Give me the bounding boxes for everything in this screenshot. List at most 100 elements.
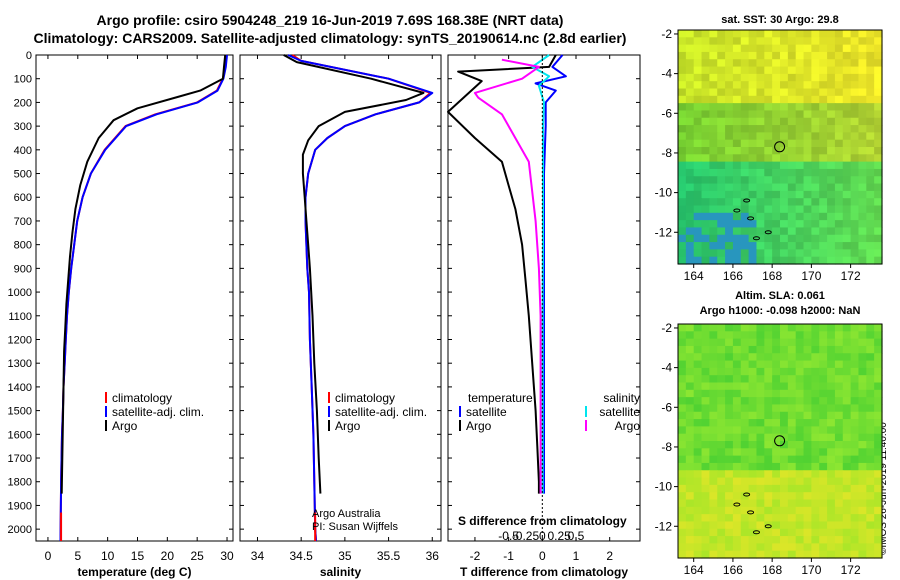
sst-map-cell [725, 183, 734, 192]
sla-map-cell [740, 470, 750, 479]
x-tick-label: 34 [251, 549, 265, 563]
sla-map-cell [756, 411, 765, 420]
sst-map-cell [827, 205, 836, 214]
sst-map-cell [819, 59, 828, 68]
sst-map-cell [803, 125, 812, 133]
sst-map-cell [732, 110, 742, 119]
sla-map-cell [827, 506, 836, 515]
sla-map-cell [725, 419, 734, 427]
sst-map-cell [732, 37, 742, 46]
sla-map-cell [811, 462, 820, 471]
sst-map-cell [827, 81, 836, 90]
sst-map-cell [717, 59, 726, 68]
sla-map-cell [787, 411, 797, 420]
sla-map-cell [803, 324, 812, 332]
sst-map-cell [764, 95, 773, 104]
sst-map-cell [764, 139, 773, 148]
sst-map-cell [787, 117, 797, 126]
sla-map-cell [811, 324, 820, 332]
sla-map-cell [764, 353, 773, 362]
island-outline [733, 502, 741, 507]
sst-map-cell [709, 205, 718, 214]
sla-map-cell [866, 506, 875, 515]
sst-map-cell [701, 139, 710, 148]
sst-map-cell [732, 66, 742, 75]
depth-tick-label: 300 [14, 121, 32, 133]
sla-map-cell [834, 484, 844, 493]
sla-map-cell [842, 331, 852, 340]
island-outline [733, 208, 741, 213]
sla-map-cell [811, 514, 820, 523]
sla-map-cell [842, 419, 852, 427]
sla-map-cell [693, 492, 703, 501]
sla-map-cell [834, 536, 844, 544]
sst-map-cell [685, 132, 695, 141]
sla-map-cell [732, 528, 742, 537]
sla-map-cell [842, 499, 852, 508]
sst-map-cell [858, 234, 867, 243]
sla-map-cell [827, 331, 836, 340]
sst-map-cell [678, 30, 687, 38]
sst-map-cell [685, 249, 695, 258]
sst-map-cell [717, 256, 726, 265]
sst-map-cell [693, 249, 703, 258]
sst-map-cell [787, 73, 797, 82]
series-line-s-argo [473, 58, 542, 494]
sst-map-cell [756, 95, 765, 104]
sla-map-cell [772, 543, 781, 552]
sst-map-cell [756, 103, 765, 112]
sla-map-cell [858, 411, 867, 420]
sst-map-cell [850, 220, 860, 229]
sst-map-cell [803, 73, 812, 82]
sla-map-cell [866, 389, 875, 398]
sst-map-cell [678, 132, 687, 141]
sst-map-cell [678, 242, 687, 250]
sla-map-cell [787, 477, 797, 486]
sla-map-cell [764, 492, 773, 501]
sst-map-cell [693, 88, 703, 97]
sla-map-cell [701, 514, 710, 523]
sla-map-cell [850, 411, 860, 420]
sla-map-cell [834, 455, 844, 464]
sla-map-cell [693, 550, 703, 559]
sst-map-cell [772, 190, 781, 199]
sst-map-cell [866, 30, 875, 38]
sst-map-cell [709, 256, 718, 265]
sla-map-cell [850, 389, 860, 398]
sst-map-cell [772, 117, 781, 126]
sst-map-cell [787, 44, 797, 53]
sst-map-cell [732, 81, 742, 90]
sst-map-cell [693, 190, 703, 199]
sla-map-cell [764, 375, 773, 384]
sst-map-cell [795, 220, 805, 229]
sst-map-cell [787, 139, 797, 148]
sst-map-cell [748, 125, 758, 133]
sst-map-cell [764, 73, 773, 82]
sla-map-cell [772, 455, 781, 464]
sla-map-cell [866, 324, 875, 332]
series-line-s-satellite [531, 54, 551, 494]
sla-map-cell [772, 345, 781, 354]
sla-map-cell [850, 345, 860, 354]
sla-map-cell [858, 455, 867, 464]
sst-map-cell [685, 44, 695, 53]
sst-map-cell [803, 183, 812, 192]
sst-map-cell [709, 59, 718, 68]
sst-map-cell [678, 205, 687, 214]
sla-map-cell [740, 441, 750, 449]
sst-map-cell [874, 234, 883, 243]
sst-map-cell [842, 73, 852, 82]
sla-map-cell [827, 360, 836, 369]
series-line-t-argo [447, 54, 557, 494]
island-outline [743, 198, 751, 203]
sla-map-cell [795, 375, 805, 384]
series-line-satellite-adj-clim- [59, 54, 228, 542]
sst-map-cell [748, 132, 758, 141]
sla-map-cell [780, 506, 789, 515]
sla-map-cell [866, 528, 875, 537]
sst-map-cell [795, 168, 805, 177]
sla-map-cell [740, 477, 750, 486]
sla-map-cell [787, 521, 797, 530]
sst-map-cell [827, 37, 836, 46]
sst-map-cell [866, 73, 875, 82]
